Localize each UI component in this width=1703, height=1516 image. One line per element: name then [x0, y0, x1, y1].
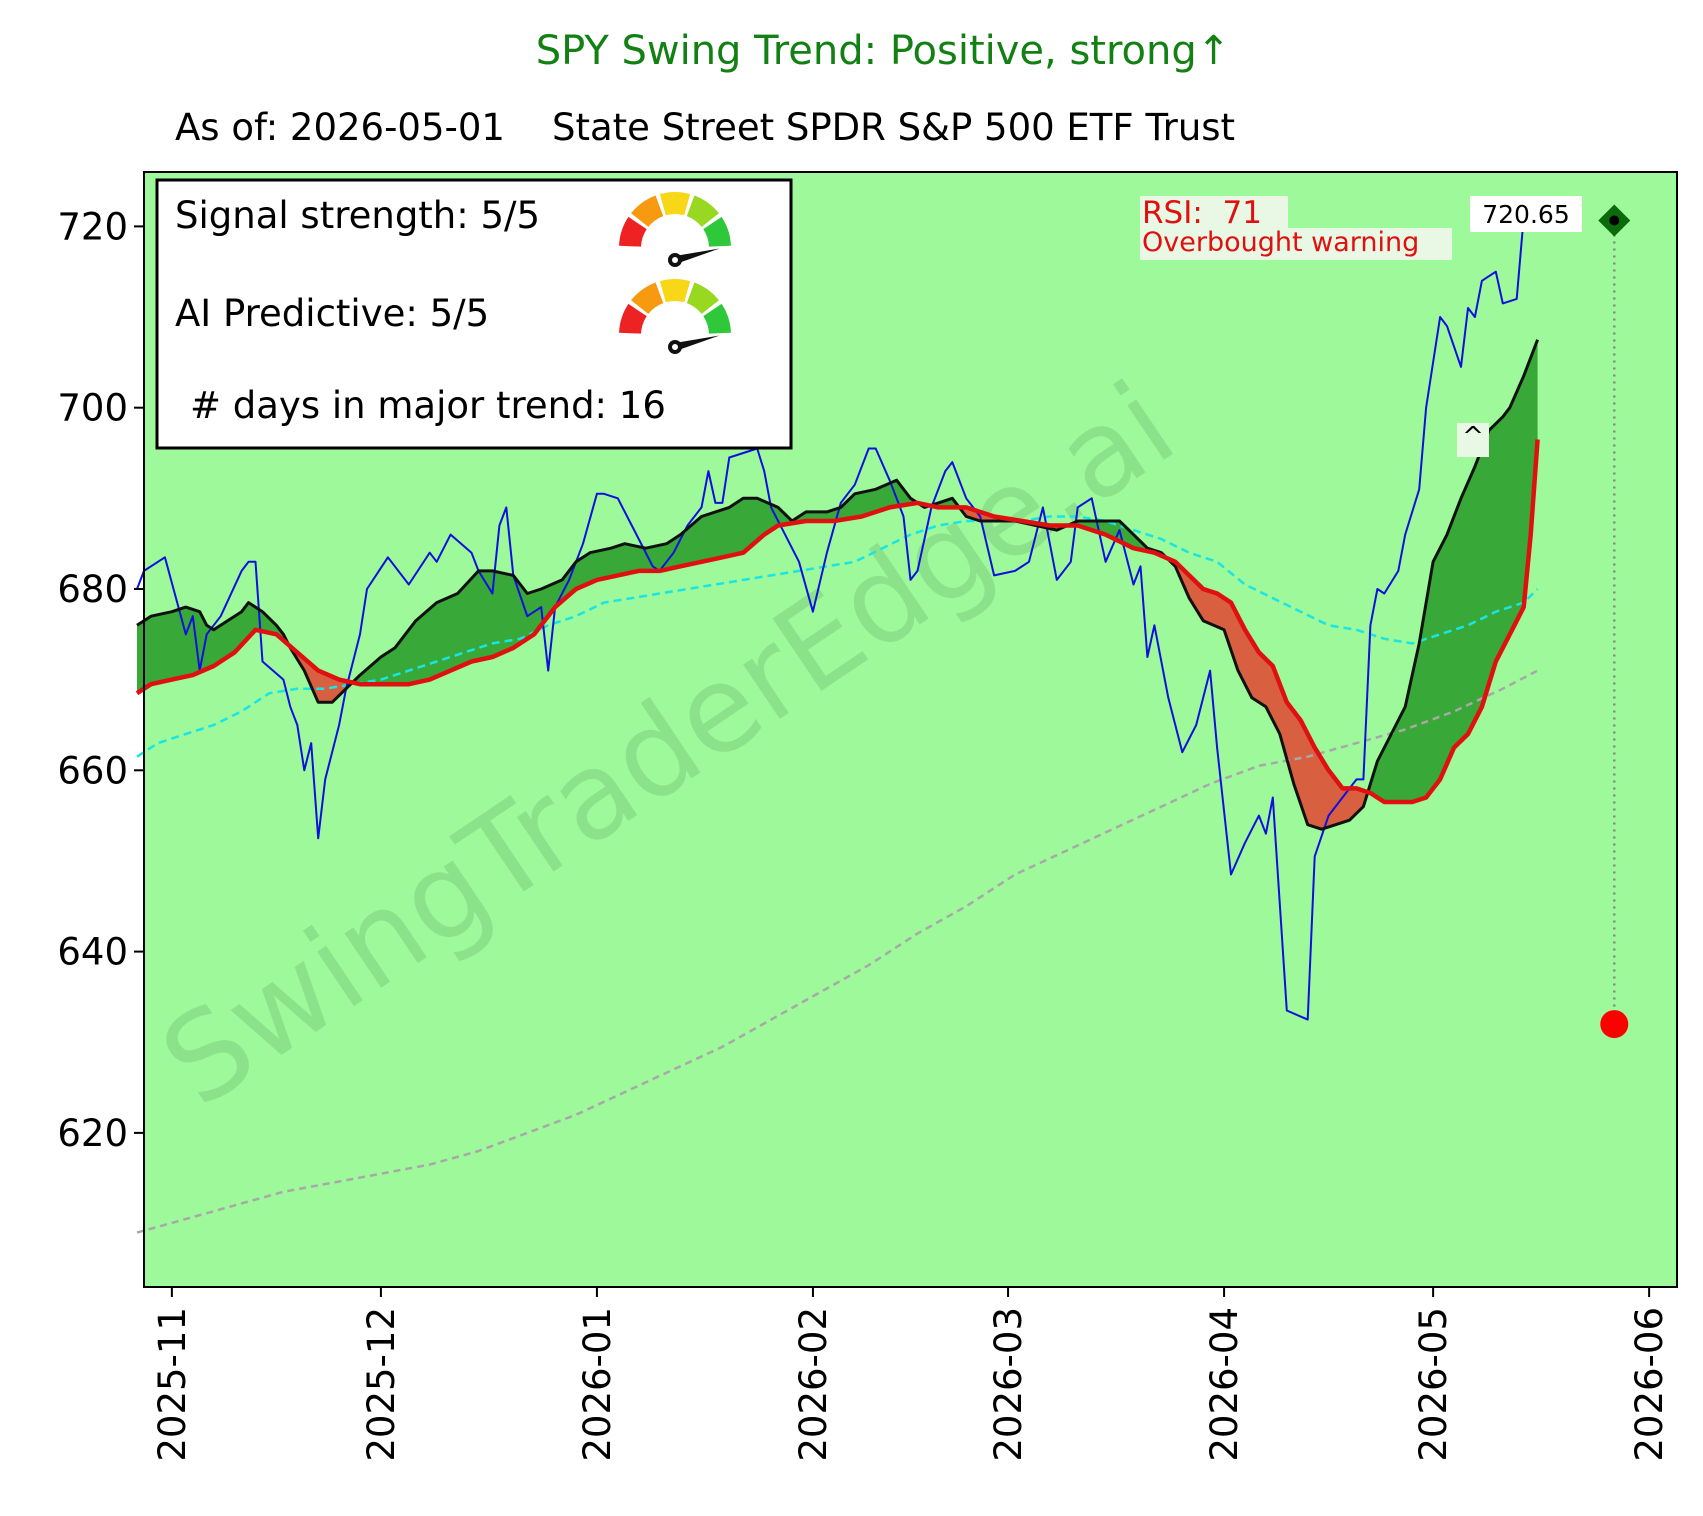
- y-tick-label: 660: [57, 749, 128, 792]
- gauge-needle: [674, 248, 720, 264]
- rsi-warning-bg: [1140, 228, 1452, 260]
- slow-ma-line: [135, 439, 1540, 805]
- last-price-label: 720.65: [1470, 196, 1582, 232]
- x-tick-label: 2026-01: [576, 1307, 619, 1462]
- speedometer-gauge-icon: [619, 192, 731, 267]
- gauge-segment: [659, 279, 691, 303]
- y-tick-label: 640: [57, 931, 128, 974]
- y-tick-label: 720: [57, 205, 128, 248]
- stop-level-dot: [1600, 1010, 1629, 1039]
- gauge-segment: [686, 282, 719, 314]
- rsi-label: RSI: 71: [1142, 195, 1262, 231]
- x-tick-label: 2026-03: [987, 1307, 1030, 1462]
- x-tick-label: 2026-06: [1628, 1307, 1671, 1462]
- days-in-trend-label: # days in major trend: 16: [190, 384, 666, 427]
- last-price-label-bg: [1470, 196, 1582, 232]
- gauge-hub-center: [672, 344, 678, 350]
- chart-subtitle: As of: 2026-05-01 State Street SPDR S&P …: [175, 106, 1235, 149]
- info-box-frame: [155, 178, 793, 450]
- gauge-segment: [619, 216, 647, 247]
- signal-strength-label: Signal strength: 5/5: [175, 194, 540, 237]
- gauge-segment: [703, 216, 731, 247]
- caret-marker-text: ^: [1462, 422, 1484, 452]
- gauge-hub-center: [672, 257, 678, 263]
- ai-predictive-label: AI Predictive: 5/5: [175, 292, 489, 335]
- ma200-line: [136, 669, 1539, 1234]
- last-price-value: 720.65: [1482, 200, 1569, 229]
- gauge-segment: [631, 195, 664, 227]
- x-tick-label: 2025-11: [151, 1307, 194, 1462]
- series-lines: [135, 217, 1540, 1234]
- gauge-segment: [631, 282, 664, 314]
- rsi-warning: Overbought warning: [1142, 227, 1419, 258]
- target-markers: [1598, 204, 1631, 1039]
- caret-marker: ^: [1457, 422, 1489, 457]
- y-tick-label: 620: [57, 1112, 128, 1155]
- rsi-annotation: RSI: 71 Overbought warning: [1140, 195, 1452, 260]
- speedometer-gauge-icon: [619, 279, 731, 354]
- x-axis-ticks: 2025-11 2025-12 2026-01 2026-02 2026-03 2026-…: [151, 1287, 1671, 1462]
- bullish-fill-region: [349, 480, 918, 686]
- y-tick-label: 700: [57, 387, 128, 430]
- bullish-fill-region: [1366, 339, 1538, 802]
- y-axis-ticks: 620 640 660 680 700 720: [57, 205, 144, 1155]
- caret-marker-bg: [1457, 423, 1489, 457]
- chart-title: SPY Swing Trend: Positive, strong↑: [536, 28, 1231, 74]
- gauge-segment: [686, 195, 719, 227]
- gauge-segment: [703, 303, 731, 334]
- x-tick-label: 2026-04: [1203, 1307, 1246, 1462]
- gauge-segment: [619, 303, 647, 334]
- x-tick-label: 2026-02: [792, 1307, 835, 1462]
- gauge-needle: [674, 335, 720, 351]
- x-tick-label: 2025-12: [360, 1307, 403, 1462]
- fast-ma-line: [136, 339, 1540, 831]
- x-tick-label: 2026-05: [1412, 1307, 1455, 1462]
- last-price-dot: [1609, 215, 1620, 226]
- bullish-fill-region: [137, 602, 287, 694]
- y-tick-label: 680: [57, 568, 128, 611]
- plot-frame: [143, 171, 1678, 1288]
- gauge-segment: [659, 192, 691, 216]
- rsi-label-bg: [1140, 196, 1288, 228]
- info-box: Signal strength: 5/5 AI Predictive: 5/5 …: [155, 178, 793, 450]
